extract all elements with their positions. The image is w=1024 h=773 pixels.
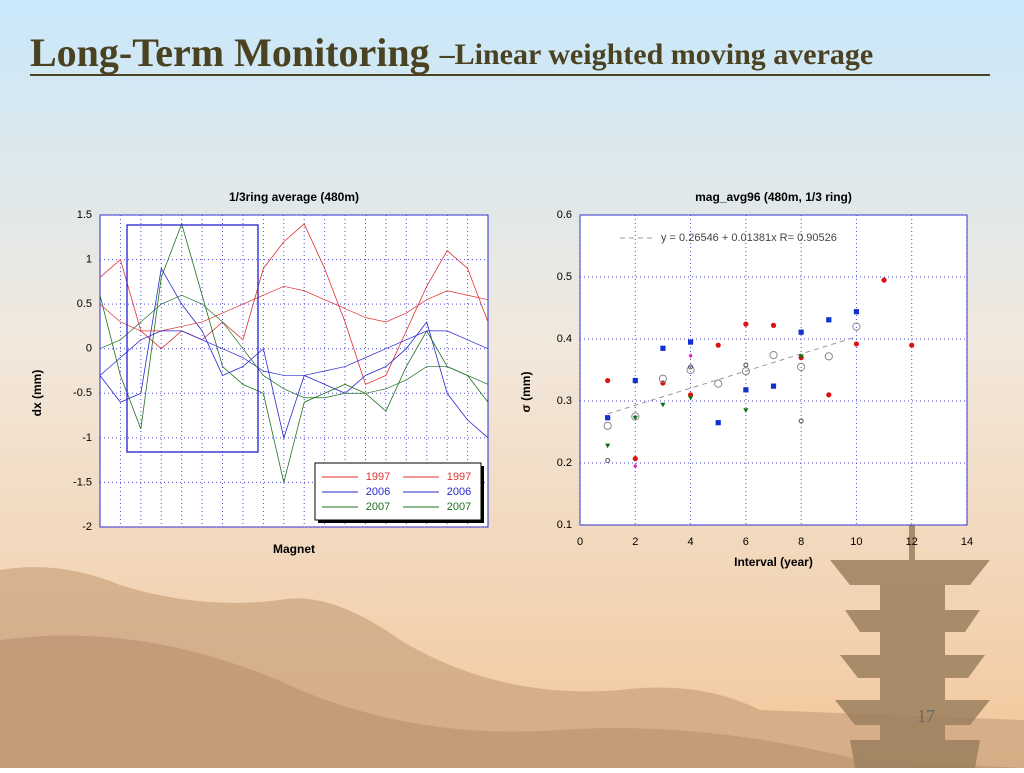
point (826, 392, 832, 398)
y-tick-label: -1 (82, 432, 92, 444)
point (853, 341, 860, 347)
data-line (99, 285, 489, 332)
y-axis-label: dx (mm) (30, 370, 44, 417)
y-tick-label: 0 (86, 343, 92, 355)
x-tick-label: 6 (743, 536, 749, 548)
plot-area (579, 214, 968, 526)
point (853, 309, 860, 315)
legend-label: 1997 (447, 471, 471, 483)
point (798, 354, 804, 359)
y-tick-label: 1.5 (77, 209, 92, 221)
y-tick-label: 0.6 (557, 209, 572, 221)
point (743, 387, 749, 393)
legend-label: 2006 (447, 486, 471, 498)
point (824, 352, 833, 361)
point (881, 277, 887, 283)
x-tick-label: 14 (961, 536, 973, 548)
point (797, 362, 806, 371)
highlight-box (126, 224, 259, 453)
point (688, 353, 693, 359)
x-tick-label: 0 (577, 536, 583, 548)
slide-title: Long-Term Monitoring –Linear weighted mov… (30, 30, 873, 75)
y-tick-label: -1.5 (73, 476, 92, 488)
point (798, 418, 804, 424)
y-tick-label: 0.5 (557, 271, 572, 283)
y-tick-label: 0.2 (557, 457, 572, 469)
point (743, 321, 749, 327)
y-tick-label: 0.4 (557, 333, 572, 345)
chart-title: 1/3ring average (480m) (229, 190, 359, 204)
point (741, 367, 750, 376)
fit-label: y = 0.26546 + 0.01381x R= 0.90526 (661, 232, 837, 244)
title-main: Long-Term Monitoring (30, 30, 430, 75)
x-axis-label: Magnet (273, 542, 315, 556)
point (660, 402, 666, 408)
point (852, 322, 861, 331)
y-tick-label: -2 (82, 521, 92, 533)
fit-line (607, 336, 857, 415)
data-line (99, 294, 489, 399)
point (605, 458, 611, 464)
y-tick-label: 0.5 (77, 298, 92, 310)
y-axis-label: σ (mm) (519, 372, 533, 413)
point (632, 415, 638, 421)
legend-label: 1997 (366, 471, 390, 483)
x-axis-label: Interval (year) (734, 555, 813, 569)
legend-label: 2006 (366, 486, 390, 498)
point (660, 345, 666, 351)
x-tick-label: 4 (688, 536, 694, 548)
chart-title: mag_avg96 (480m, 1/3 ring) (695, 190, 852, 204)
point (688, 364, 694, 370)
y-tick-label: 0.3 (557, 395, 572, 407)
point (770, 322, 777, 328)
data-line (99, 267, 489, 440)
legend-label: 2007 (447, 501, 471, 513)
x-tick-label: 10 (850, 536, 862, 548)
point (603, 421, 612, 430)
point (769, 351, 778, 360)
point (715, 342, 721, 348)
mountains-front (0, 635, 1024, 768)
legend-label: 2007 (366, 501, 390, 513)
data-line (99, 222, 489, 483)
point (631, 412, 640, 421)
point (605, 377, 611, 384)
point (605, 443, 611, 449)
y-tick-label: 1 (86, 253, 92, 265)
x-tick-label: 2 (632, 536, 638, 548)
title-sub: –Linear weighted moving average (439, 38, 874, 71)
point (715, 420, 721, 426)
legend: 1997 2006 2007 1997 2006 2007 (314, 462, 484, 523)
x-tick-label: 8 (798, 536, 804, 548)
point (633, 463, 638, 469)
point (826, 317, 832, 323)
point (686, 365, 695, 375)
point (632, 377, 638, 384)
pagoda (830, 380, 990, 770)
point (743, 362, 749, 368)
point (798, 329, 804, 335)
point (658, 374, 668, 383)
point (770, 383, 777, 389)
point (909, 342, 915, 348)
point (714, 379, 723, 388)
point (687, 395, 694, 401)
data-line (99, 330, 489, 376)
x-tick-label: 12 (906, 536, 918, 548)
data-line (99, 223, 489, 385)
point (632, 456, 638, 462)
point (605, 415, 611, 421)
page-number: 17 (917, 706, 935, 726)
point (743, 408, 749, 413)
point (687, 339, 694, 345)
y-tick-label: 0.1 (557, 519, 572, 531)
y-tick-label: -0.5 (73, 387, 92, 399)
